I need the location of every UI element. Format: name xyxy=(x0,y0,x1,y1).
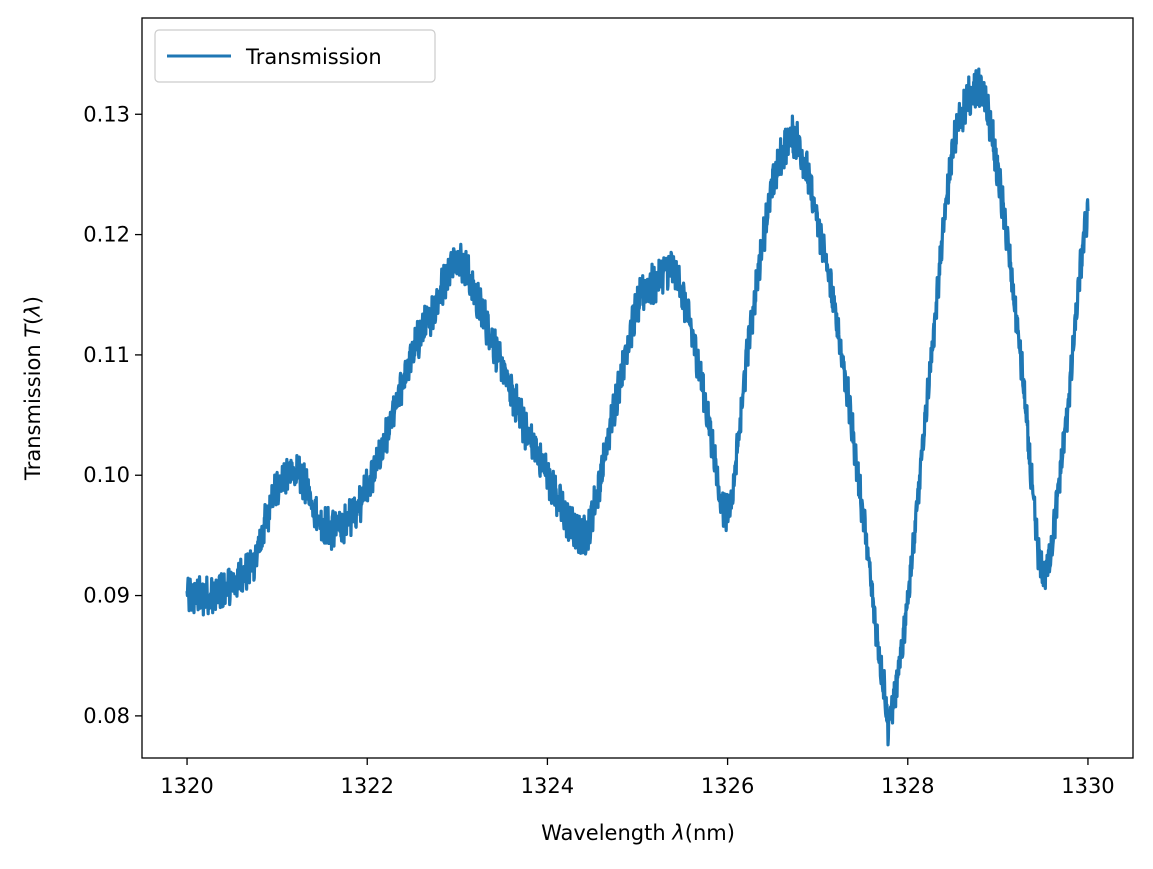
x-tick-label: 1324 xyxy=(521,774,574,798)
legend-box xyxy=(154,29,436,83)
legend: Transmission xyxy=(154,29,436,83)
y-axis-ticks: 0.08 0.09 0.10 0.11 0.12 0.13 xyxy=(83,102,142,728)
y-tick-label: 0.12 xyxy=(83,223,130,247)
plot-frame xyxy=(141,17,1134,759)
x-tick-label: 1320 xyxy=(160,774,213,798)
y-tick-label: 0.08 xyxy=(83,704,130,728)
y-axis-label: Transmission T(λ) xyxy=(21,296,45,481)
series-layer xyxy=(185,67,1090,747)
x-axis-ticks: 1320 1322 1324 1326 1328 1330 xyxy=(160,758,1115,798)
x-tick-label: 1322 xyxy=(341,774,394,798)
y-tick-label: 0.09 xyxy=(83,584,130,608)
y-tick-label: 0.11 xyxy=(83,343,130,367)
series-line-transmission xyxy=(185,67,1090,747)
x-tick-label: 1328 xyxy=(881,774,934,798)
y-tick-label: 0.13 xyxy=(83,102,130,126)
legend-label-transmission: Transmission xyxy=(245,45,382,69)
x-axis-label: Wavelength λ(nm) xyxy=(541,821,735,845)
x-tick-label: 1330 xyxy=(1061,774,1114,798)
y-tick-label: 0.10 xyxy=(83,463,130,487)
x-tick-label: 1326 xyxy=(701,774,754,798)
